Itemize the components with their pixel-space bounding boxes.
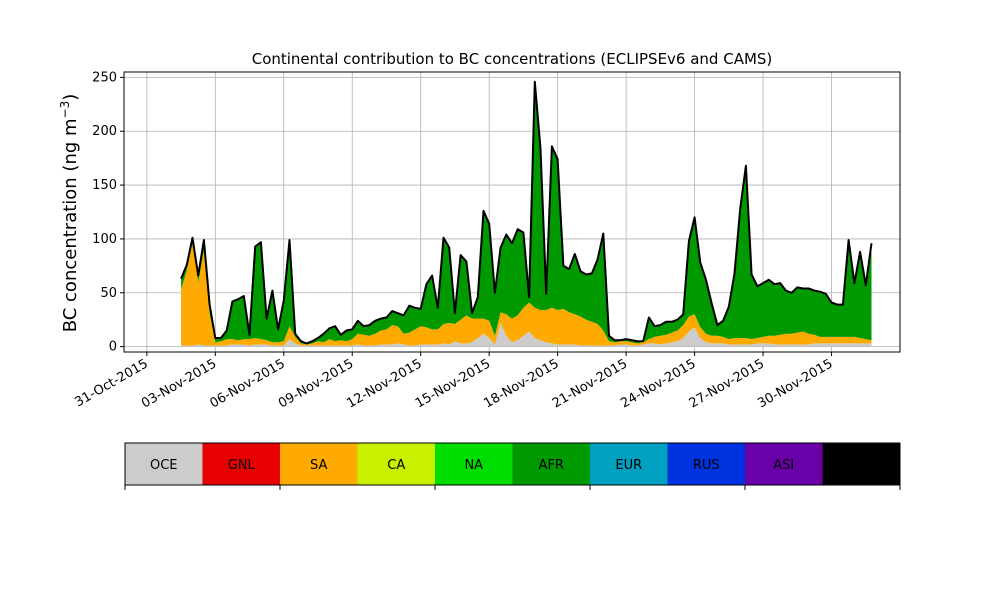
y-tick-label: 50	[100, 286, 117, 301]
colorbar-label-na: NA	[464, 458, 483, 473]
y-tick-label: 100	[92, 232, 117, 247]
colorbar-swatch-oce	[125, 443, 203, 485]
y-tick-label: 200	[92, 124, 117, 139]
y-tick-label: 150	[92, 178, 117, 193]
colorbar-label-ca: CA	[387, 458, 405, 473]
y-tick-label: 0	[109, 340, 117, 355]
area-afr	[181, 81, 872, 345]
x-tick-label: 06-Nov-2015	[207, 356, 287, 411]
colorbar-frame	[124, 442, 901, 486]
x-tick-label: 31-Oct-2015	[72, 356, 150, 410]
colorbar-swatch-afr	[512, 443, 591, 485]
colorbar: OCE GNL SA CA NA AFR EUR RUS ASI AUS	[124, 442, 901, 490]
colorbar-label-rus: RUS	[693, 458, 720, 473]
colorbar-label-afr: AFR	[539, 458, 564, 473]
colorbar-label-gnl: GNL	[228, 458, 256, 473]
stacked-areas	[181, 81, 872, 347]
area-oce	[181, 322, 872, 347]
colorbar-label-oce: OCE	[150, 458, 178, 473]
colorbar-label-sa: SA	[310, 458, 327, 473]
y-axis-label: BC concentration (ng m−3)	[58, 94, 81, 333]
x-tick-label: 09-Nov-2015	[276, 356, 356, 411]
colorbar-swatch-na	[435, 443, 513, 485]
x-tick-label: 18-Nov-2015	[481, 356, 561, 411]
colorbar-swatch-sa	[280, 443, 358, 485]
x-tick-label: 30-Nov-2015	[755, 356, 835, 411]
y-tick-label: 250	[92, 70, 117, 85]
plot-frame	[123, 71, 901, 353]
colorbar-swatch-gnl	[202, 443, 281, 485]
x-tick-label: 15-Nov-2015	[413, 356, 493, 411]
colorbar-swatch-asi	[745, 443, 823, 485]
colorbar-label-asi: ASI	[773, 458, 794, 473]
colorbar-swatch-aus	[822, 443, 901, 485]
colorbar-swatch-ca	[357, 443, 436, 485]
colorbar-label-aus: AUS	[848, 458, 875, 473]
colorbar-label-eur: EUR	[615, 458, 642, 473]
colorbar-swatch-rus	[667, 443, 746, 485]
x-axis: 31-Oct-201503-Nov-201506-Nov-201509-Nov-…	[72, 352, 836, 411]
x-tick-label: 24-Nov-2015	[618, 356, 698, 411]
x-tick-label: 27-Nov-2015	[687, 356, 767, 411]
x-tick-label: 12-Nov-2015	[344, 356, 424, 411]
x-tick-label: 21-Nov-2015	[550, 356, 630, 411]
total-line	[180, 80, 873, 345]
chart-title: Continental contribution to BC concentra…	[252, 50, 773, 68]
colorbar-swatch-eur	[590, 443, 668, 485]
area-sa	[181, 242, 872, 346]
total-concentration-line	[180, 80, 873, 345]
x-tick-label: 03-Nov-2015	[139, 356, 219, 411]
y-axis: 0 50 100 150 200 250	[92, 70, 124, 355]
